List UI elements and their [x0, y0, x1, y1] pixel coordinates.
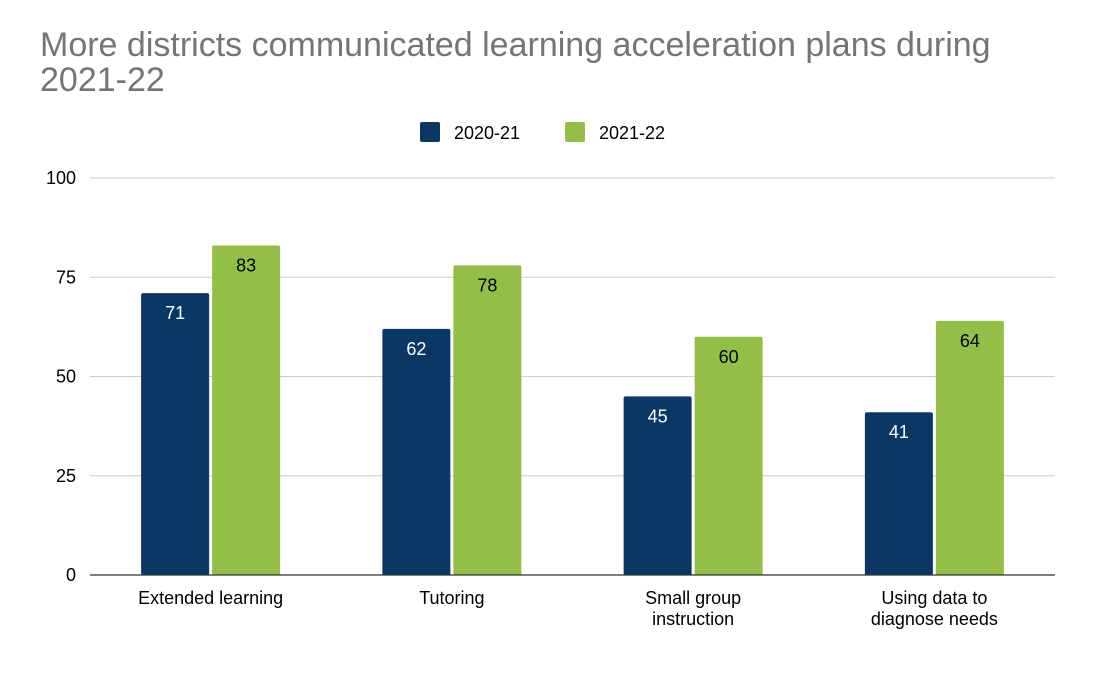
- y-tick-label: 100: [46, 168, 76, 188]
- y-tick-label: 75: [56, 267, 76, 287]
- x-tick-label: instruction: [652, 609, 734, 629]
- x-tick-label: Extended learning: [138, 588, 283, 608]
- bar: [694, 336, 763, 575]
- data-label: 78: [477, 275, 497, 295]
- data-label: 64: [960, 331, 980, 351]
- x-tick-label: Using data to: [881, 588, 987, 608]
- chart-title: More districts communicated learning acc…: [40, 26, 991, 99]
- x-tick-label: Tutoring: [419, 588, 484, 608]
- x-axis: Extended learning Tutoring Small groupinst…: [90, 574, 1055, 629]
- x-tick-label: diagnose needs: [871, 609, 998, 629]
- data-label: 45: [648, 406, 668, 426]
- y-tick-label: 50: [56, 367, 76, 387]
- legend-label: 2020-21: [454, 123, 520, 143]
- data-label: 83: [236, 255, 256, 275]
- y-axis: 0 25 50 75 100: [46, 168, 76, 585]
- legend-swatch: [420, 122, 440, 142]
- data-label: 62: [406, 339, 426, 359]
- x-tick-label: Small group: [645, 588, 741, 608]
- y-tick-label: 25: [56, 466, 76, 486]
- data-label: 60: [719, 347, 739, 367]
- bar: [935, 320, 1004, 575]
- bar: [382, 328, 451, 575]
- legend-label: 2021-22: [599, 123, 665, 143]
- bar: [864, 412, 933, 575]
- data-label: 41: [889, 422, 909, 442]
- y-tick-label: 0: [66, 565, 76, 585]
- bar: [212, 245, 281, 576]
- bars: 71 83 62 78 45 60 41 64: [141, 245, 1004, 576]
- legend: 2020-21 2021-22: [420, 122, 665, 143]
- bar: [141, 293, 210, 575]
- bar: [453, 265, 522, 575]
- bar: [623, 396, 692, 575]
- data-label: 71: [165, 303, 185, 323]
- legend-swatch: [565, 122, 585, 142]
